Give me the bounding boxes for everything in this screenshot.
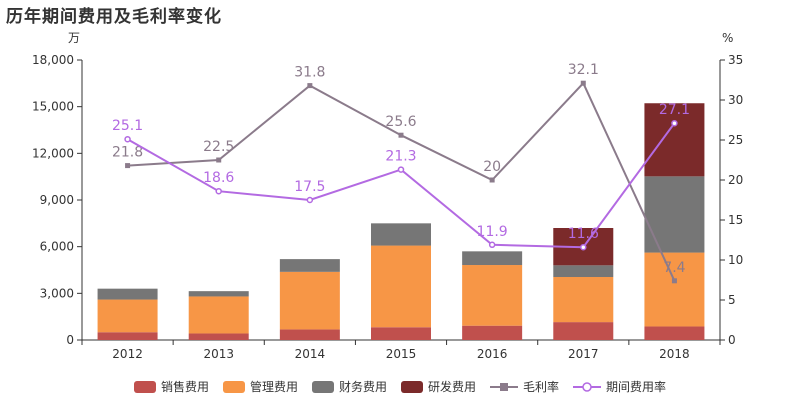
bar-segment (371, 327, 431, 340)
right-tick-label: 20 (728, 173, 743, 187)
line-marker (124, 135, 131, 143)
legend-swatch-finance (311, 380, 334, 393)
legend-label-rd: 研发费用 (428, 380, 477, 394)
left-axis-unit: 万 (68, 31, 80, 45)
left-tick-label: 12,000 (32, 146, 74, 160)
x-tick-label: 2015 (386, 347, 417, 361)
data-label: 25.1 (112, 118, 143, 134)
bar-segment (97, 288, 158, 300)
data-label: 25.6 (385, 114, 416, 130)
bar-segment (644, 103, 705, 177)
data-label: 21.3 (385, 149, 416, 165)
bar-segment (188, 333, 249, 340)
line-marker (397, 166, 405, 173)
x-tick-label: 2018 (659, 347, 690, 361)
x-tick-label: 2014 (295, 347, 326, 361)
bar-segment (553, 265, 614, 277)
data-label: 17.5 (294, 179, 325, 195)
left-tick-label: 15,000 (32, 100, 74, 114)
legend-item-expense-ratio[interactable]: 期间费用率 (573, 378, 666, 395)
legend-item-sales[interactable]: 销售费用 (133, 378, 209, 395)
data-label: 31.8 (294, 65, 325, 81)
data-label: 32.1 (568, 62, 599, 78)
bar-segment (97, 332, 158, 340)
bar-segment (644, 252, 705, 327)
bar-segment (462, 325, 523, 340)
line-marker (580, 243, 587, 251)
line-marker (398, 132, 404, 138)
data-label: 18.6 (203, 170, 234, 186)
legend-item-gross-margin[interactable]: 毛利率 (490, 378, 559, 395)
data-label: 22.5 (203, 139, 234, 155)
line-marker (488, 241, 496, 249)
bar-segment (371, 223, 431, 246)
right-tick-label: 30 (728, 93, 743, 107)
line-marker (125, 163, 131, 169)
left-tick-label: 18,000 (32, 53, 74, 67)
line-marker (216, 157, 222, 163)
bar-segment (644, 176, 705, 253)
legend-item-finance[interactable]: 财务费用 (311, 378, 387, 395)
x-tick-label: 2013 (203, 347, 234, 361)
bar-segment (188, 291, 249, 297)
legend-label-expense-ratio: 期间费用率 (606, 380, 667, 394)
right-tick-label: 0 (728, 333, 736, 347)
x-tick-label: 2017 (568, 347, 599, 361)
legend-label-finance: 财务费用 (338, 380, 387, 394)
legend-swatch-admin (222, 380, 245, 393)
bar-segment (279, 259, 340, 272)
data-label: 21.8 (112, 145, 143, 161)
line-marker (306, 196, 314, 204)
line-marker (215, 187, 222, 195)
chart-title: 历年期间费用及毛利率变化 (6, 7, 222, 27)
data-label: 11.6 (568, 226, 599, 242)
legend-swatch-rd (401, 380, 423, 393)
legend-line-icon-expense-ratio (573, 381, 602, 392)
legend-label-gross-margin: 毛利率 (523, 380, 560, 394)
bar-segment (462, 265, 523, 326)
legend-item-admin[interactable]: 管理费用 (222, 378, 298, 395)
bar-segment (188, 296, 249, 334)
right-tick-label: 25 (728, 133, 743, 147)
x-tick-label: 2012 (112, 347, 143, 361)
right-axis-unit: % (722, 31, 733, 45)
data-label: 11.9 (477, 224, 508, 240)
legend-item-rd[interactable]: 研发费用 (401, 378, 476, 395)
legend-label-sales: 销售费用 (160, 380, 209, 394)
data-label: 20 (483, 159, 501, 175)
data-label: 7.4 (663, 260, 685, 276)
right-tick-label: 15 (728, 213, 743, 227)
bar-segment (371, 245, 431, 328)
line-marker (489, 177, 495, 183)
data-label: 27.1 (659, 102, 690, 118)
line-marker (671, 278, 677, 284)
right-tick-label: 10 (728, 253, 743, 267)
left-tick-label: 9,000 (40, 193, 74, 207)
right-tick-label: 5 (728, 293, 736, 307)
bar-segment (97, 299, 158, 333)
x-tick-label: 2016 (477, 347, 508, 361)
legend-swatch-sales (133, 380, 156, 393)
bar-segment (553, 322, 614, 340)
legend-label-admin: 管理费用 (249, 380, 298, 394)
bar-segment (279, 271, 340, 330)
left-tick-label: 6,000 (40, 240, 74, 254)
bar-segment (644, 326, 705, 340)
legend: 销售费用 管理费用 财务费用 研发费用 毛利率 期间费用率 (0, 378, 800, 395)
bar-segment (279, 329, 340, 340)
line-marker (307, 83, 313, 89)
right-tick-label: 35 (728, 53, 743, 67)
legend-line-icon-gross-margin (490, 382, 519, 391)
line-marker (580, 80, 586, 86)
line-marker (671, 119, 678, 127)
bar-segment (553, 277, 614, 323)
left-tick-label: 3,000 (40, 286, 74, 300)
left-tick-label: 0 (66, 333, 74, 347)
bar-segment (462, 251, 523, 266)
